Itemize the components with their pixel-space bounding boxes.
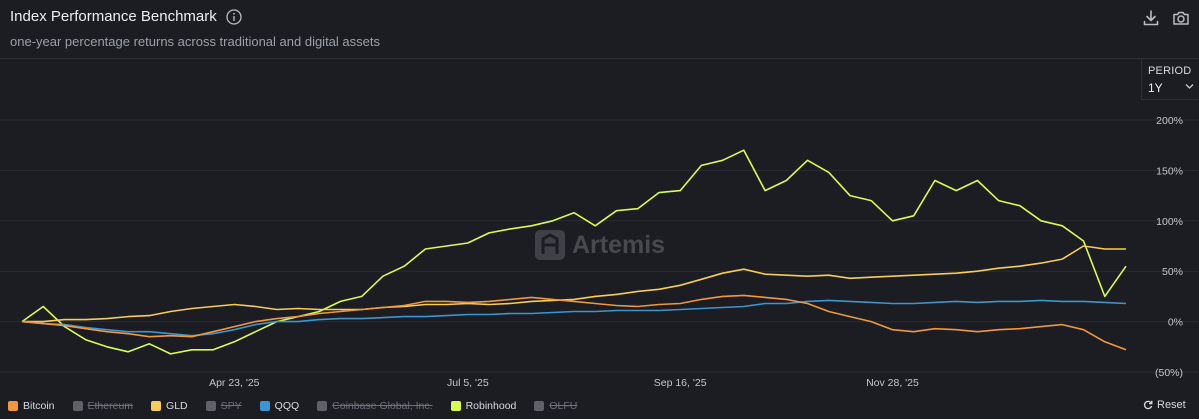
legend-label: Robinhood <box>465 400 517 412</box>
series-line-robinhood[interactable] <box>21 149 1127 355</box>
legend-label: Coinbase Global, Inc. <box>332 400 433 412</box>
legend-swatch <box>8 401 18 411</box>
period-selector[interactable]: PERIOD 1Y <box>1141 59 1199 100</box>
legend-swatch <box>450 401 461 411</box>
chevron-down-icon <box>1185 84 1194 89</box>
reset-label: Reset <box>1157 399 1186 411</box>
artemis-logo-icon <box>535 230 565 260</box>
legend-item-robinhood[interactable]: Robinhood <box>450 400 517 412</box>
y-tick-label: 50% <box>1162 266 1183 278</box>
legend-swatch <box>317 401 328 411</box>
legend-item-ethereum[interactable]: Ethereum <box>72 400 134 412</box>
x-tick-label: Nov 28, '25 <box>866 377 919 389</box>
x-tick-label: Jul 5, '25 <box>447 377 489 389</box>
legend-swatch <box>205 401 216 411</box>
legend-item-olfu[interactable]: OLFU <box>534 400 577 412</box>
period-label: PERIOD <box>1148 65 1192 77</box>
x-tick-label: Sep 16, '25 <box>654 377 707 389</box>
series-line-qqq[interactable] <box>21 299 1127 337</box>
legend-swatch <box>259 401 270 411</box>
legend-label: Bitcoin <box>23 400 55 412</box>
legend-label: OLFU <box>549 400 578 412</box>
chart-header: Index Performance Benchmark one-year per… <box>0 0 1199 59</box>
camera-icon[interactable] <box>1172 9 1190 27</box>
chart-legend: Bitcoin Ethereum GLD SPY QQQ Coinbase Global,… <box>8 398 595 414</box>
y-tick-label: 150% <box>1156 165 1183 177</box>
y-tick-label: 0% <box>1168 317 1183 329</box>
legend-item-coinbase-global-inc-[interactable]: Coinbase Global, Inc. <box>317 400 433 412</box>
legend-swatch <box>151 401 162 411</box>
watermark-text: Artemis <box>572 230 666 259</box>
reset-icon <box>1143 400 1153 410</box>
period-value: 1Y <box>1148 81 1163 95</box>
chart-subtitle: one-year percentage returns across tradi… <box>10 34 380 49</box>
y-tick-label: 100% <box>1156 216 1183 228</box>
legend-item-spy[interactable]: SPY <box>205 400 242 412</box>
legend-swatch <box>534 401 545 411</box>
legend-item-gld[interactable]: GLD <box>151 400 188 412</box>
legend-item-bitcoin[interactable]: Bitcoin <box>8 400 55 412</box>
legend-swatch <box>72 401 83 411</box>
y-tick-label: 200% <box>1156 115 1183 127</box>
reset-button[interactable]: Reset <box>1143 399 1186 411</box>
legend-item-qqq[interactable]: QQQ <box>259 400 300 412</box>
chart-plot: 200% 150% 100% 50% 0% (50%) Apr 23, '25 Jul 5,… <box>0 115 1199 389</box>
x-tick-label: Apr 23, '25 <box>209 377 260 389</box>
download-icon[interactable] <box>1142 9 1160 27</box>
watermark: Artemis <box>535 230 665 260</box>
series-line-bitcoin[interactable] <box>21 294 1127 351</box>
chart-title: Index Performance Benchmark <box>10 8 217 25</box>
info-icon[interactable] <box>226 9 242 25</box>
series-line-gld[interactable] <box>22 245 1126 323</box>
legend-label: Ethereum <box>87 400 134 412</box>
legend-label: SPY <box>220 400 242 412</box>
legend-label: GLD <box>166 400 188 412</box>
legend-label: QQQ <box>274 400 300 412</box>
y-tick-label: (50%) <box>1155 367 1183 379</box>
